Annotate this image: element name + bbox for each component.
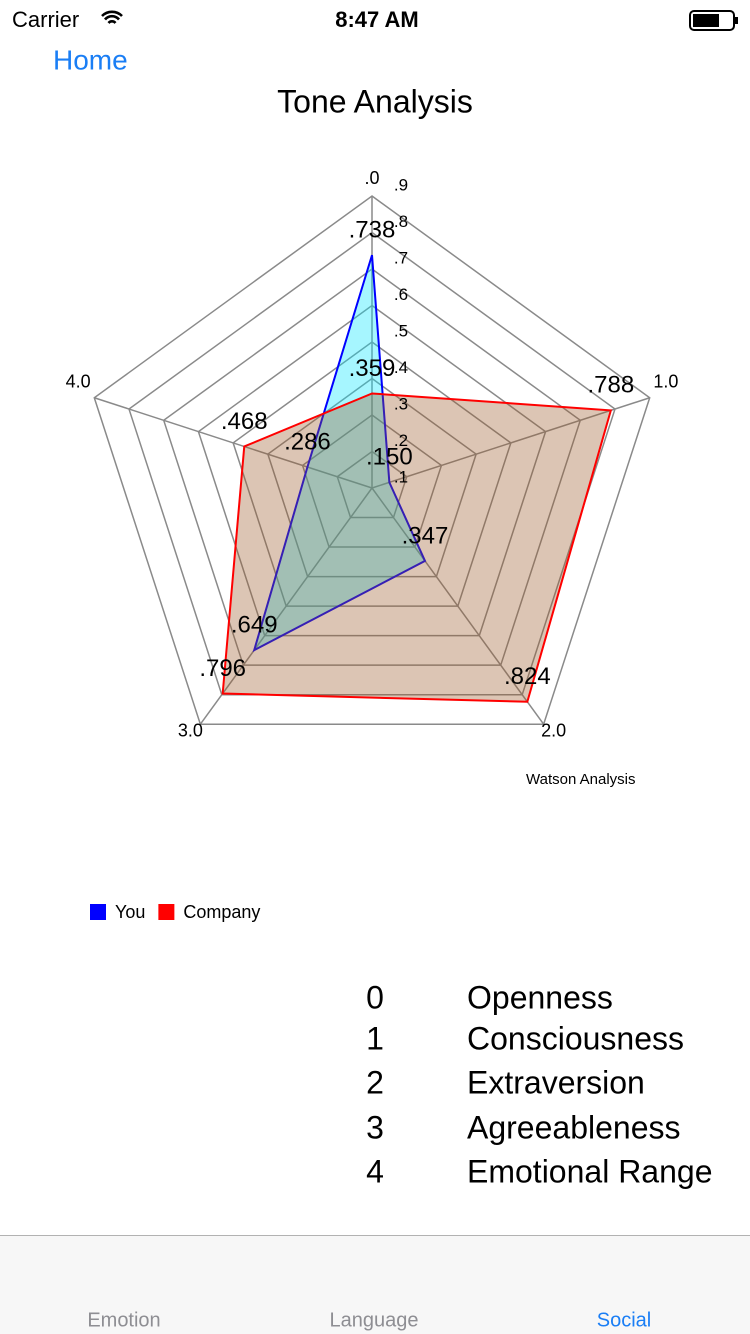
value-label: .788 — [587, 372, 634, 399]
legend-swatch — [90, 904, 106, 920]
grid-ring — [197, 304, 547, 637]
radial-tick-label: .4 — [394, 358, 408, 377]
wifi-icon — [101, 10, 123, 24]
tab-bar-background — [0, 1235, 750, 1334]
back-button[interactable]: Home — [53, 44, 128, 75]
legend: You Company — [90, 902, 260, 922]
key-name: Agreeableness — [467, 1109, 680, 1145]
value-label: .347 — [402, 522, 449, 549]
radial-tick-label: .9 — [394, 175, 408, 194]
axis-label: 4.0 — [66, 371, 91, 391]
clock: 8:47 AM — [335, 7, 419, 32]
key-index: 4 — [366, 1153, 384, 1189]
radar-chart: .1 .2 .3 .4 .5 .6 .7 .8 .9 .0 1.0 2.0 3.0 4.0 .738 .150… — [66, 168, 679, 741]
tabs: Emotion Language Social — [87, 1309, 651, 1331]
value-label: .796 — [199, 655, 246, 682]
radial-tick-label: .2 — [394, 431, 408, 450]
value-label: .468 — [221, 408, 268, 435]
legend-swatch — [158, 904, 175, 920]
key-name: Emotional Range — [467, 1153, 712, 1189]
key-index: 3 — [366, 1109, 384, 1145]
radial-tick-label: .7 — [394, 248, 408, 267]
series-area — [252, 254, 427, 653]
spoke — [371, 397, 650, 489]
key-index: 0 — [366, 979, 384, 1015]
axis-label: 3.0 — [178, 721, 203, 741]
key-name: Consciousness — [467, 1020, 684, 1056]
radial-tick-label: .6 — [394, 285, 408, 304]
grid-ring — [128, 231, 616, 696]
status-bar: Carrier 8:47 AM — [12, 7, 738, 32]
chart-title: Tone Analysis — [277, 83, 473, 119]
value-label: .286 — [284, 428, 331, 455]
value-label: .824 — [504, 663, 551, 690]
axis-label: 2.0 — [541, 721, 566, 741]
key-index: 2 — [366, 1064, 384, 1100]
grid-ring — [266, 377, 478, 578]
value-label: .649 — [231, 611, 278, 638]
battery-icon — [689, 10, 735, 31]
series-area — [221, 392, 613, 703]
tab-label[interactable]: Language — [330, 1309, 419, 1331]
battery-level — [693, 14, 719, 27]
tab-bar: Emotion Language Social — [0, 1235, 750, 1334]
radial-tick-label: .1 — [394, 467, 408, 486]
key-name: Extraversion — [467, 1064, 645, 1100]
spoke — [371, 487, 545, 725]
legend-label: You — [115, 902, 145, 922]
grid-ring — [336, 450, 408, 519]
key-index: 1 — [366, 1020, 384, 1056]
radial-tick-label: .3 — [394, 394, 408, 413]
spoke — [94, 397, 373, 489]
grid-ring — [301, 414, 443, 548]
carrier: Carrier — [12, 7, 79, 32]
axis-label: .0 — [364, 168, 379, 188]
grid-ring — [93, 195, 651, 725]
battery-tip — [735, 17, 738, 24]
tab-label[interactable]: Emotion — [87, 1309, 160, 1331]
key-name: Openness — [467, 979, 613, 1015]
grid-ring — [232, 341, 512, 607]
radial-tick-label: .5 — [394, 321, 408, 340]
value-label: .738 — [349, 216, 396, 243]
value-label: .150 — [366, 444, 413, 471]
grid-ring — [162, 268, 582, 666]
radial-tick-label: .8 — [394, 212, 408, 231]
value-label: .359 — [349, 355, 396, 382]
axis-label: 1.0 — [653, 371, 678, 391]
tab-label[interactable]: Social — [597, 1309, 651, 1331]
legend-label: Company — [183, 902, 260, 922]
key-list: 0 Openness 1 Consciousness 2 Extraversion 3 Agr… — [366, 979, 712, 1189]
spoke — [199, 487, 373, 725]
chart-description: Watson Analysis — [526, 771, 636, 788]
